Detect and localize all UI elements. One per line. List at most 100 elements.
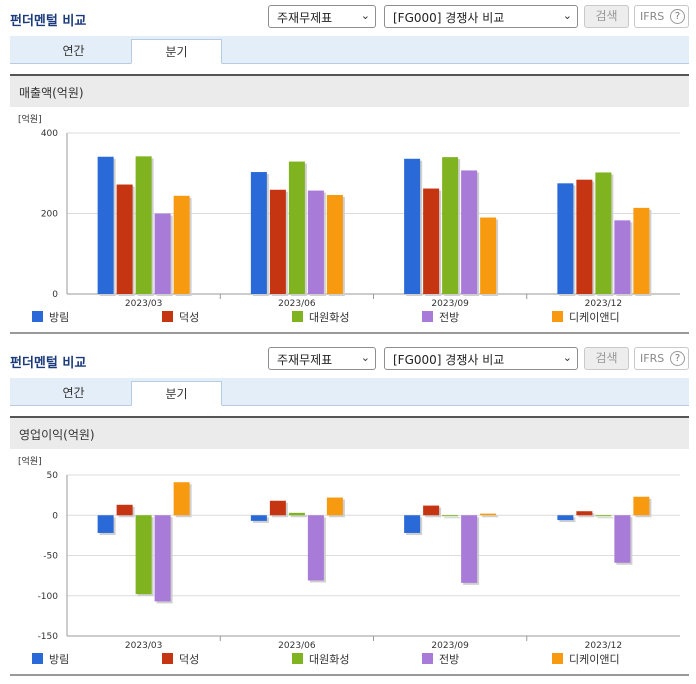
bar-전방-2023/12 [614,515,631,563]
bar-덕성-2023/12 [576,179,593,294]
bar-전방-2023/06 [307,190,324,294]
x-tick-label: 2023/03 [125,299,162,309]
panel-header: 펀더멘털 비교 주재무제표 ⌄ [FG000] 경쟁사 비교 ⌄ 검색 IFRS… [0,0,696,36]
statement-type-select[interactable]: 주재무제표 ⌄ [268,347,376,370]
legend-swatch [422,311,433,322]
bar-shadow [444,517,461,519]
period-tabs: 연간 분기 [10,378,689,406]
period-tabs: 연간 분기 [10,36,689,64]
x-tick-label: 2023/06 [278,641,316,651]
bar-shadow [482,515,499,518]
bar-방림-2023/03 [97,515,114,533]
legend-label: 대원화성 [309,311,349,324]
statement-type-value: 주재무제표 [277,353,333,367]
legend-swatch [162,653,173,664]
bar-디케이앤디-2023/09 [480,513,497,516]
bar-디케이앤디-2023/06 [326,497,343,516]
legend-swatch [292,653,303,664]
bar-전방-2023/09 [461,170,478,294]
y-tick-label: 200 [41,210,58,220]
y-tick-label: 400 [41,129,58,139]
bar-방림-2023/06 [250,172,267,294]
ifrs-label: IFRS [640,352,665,365]
panel-title: 펀더멘털 비교 [10,356,87,371]
search-button[interactable]: 검색 [584,5,629,28]
tab-quarterly[interactable]: 분기 [131,381,222,406]
bar-덕성-2023/12 [576,511,593,516]
y-tick-label: -100 [38,592,59,602]
help-icon: ? [670,9,685,24]
comparison-group-select[interactable]: [FG000] 경쟁사 비교 ⌄ [384,347,578,370]
bar-전방-2023/06 [307,515,324,581]
comparison-group-value: [FG000] 경쟁사 비교 [393,353,505,367]
ifrs-help-button[interactable]: IFRS ? [634,347,689,370]
legend-label: 덕성 [179,311,199,324]
y-tick-label: -150 [38,632,59,642]
x-tick-label: 2023/09 [431,641,469,651]
comparison-group-value: [FG000] 경쟁사 비교 [393,11,505,25]
help-icon: ? [670,351,685,366]
y-tick-label: 0 [52,511,58,521]
tab-annual[interactable]: 연간 [62,386,85,400]
chevron-down-icon: ⌄ [562,9,572,22]
unit-label: [억원] [18,113,42,125]
section-label: 영업이익(억원) [19,428,95,442]
bar-shadow [290,514,307,518]
bar-전방-2023/03 [154,515,171,602]
comparison-group-select[interactable]: [FG000] 경쟁사 비교 ⌄ [384,5,578,28]
x-tick-label: 2023/09 [431,299,469,309]
legend-label: 방림 [49,653,69,666]
bar-shadow [597,517,614,519]
search-button[interactable]: 검색 [584,347,629,370]
bar-전방-2023/09 [461,515,478,583]
bar-덕성-2023/06 [269,500,286,516]
operating-income-chart-svg: [억원] 50 0 -50 -100 -150 2023/03 2023/06 2023/09 2… [18,455,680,666]
bar-대원화성-2023/09 [442,157,459,294]
bar-디케이앤디-2023/12 [633,207,650,294]
bar-디케이앤디-2023/03 [173,195,190,294]
panel-title: 펀더멘털 비교 [10,14,87,29]
chevron-down-icon: ⌄ [360,9,370,22]
ifrs-help-button[interactable]: IFRS ? [634,5,689,28]
operating-income-chart: [억원] 50 0 -50 -100 -150 2023/03 2023/06 2023/09 2… [10,449,689,676]
y-tick-label: -50 [43,552,58,562]
chart-section-header: 영업이익(억원) [10,416,689,449]
bar-덕성-2023/03 [116,504,133,516]
legend-label: 전방 [439,653,459,666]
bar-방림-2023/12 [557,515,574,521]
legend-swatch [162,311,173,322]
unit-label: [억원] [18,455,42,467]
bar-디케이앤디-2023/03 [173,482,190,516]
x-tick-label: 2023/03 [125,641,162,651]
section-label: 매출액(억원) [19,86,84,100]
bar-대원화성-2023/06 [288,512,305,516]
statement-type-value: 주재무제표 [277,11,333,25]
bar-대원화성-2023/09 [442,515,459,517]
tab-quarterly[interactable]: 분기 [131,39,222,64]
x-tick-label: 2023/06 [278,299,316,309]
bar-대원화성-2023/12 [595,515,612,517]
chevron-down-icon: ⌄ [562,351,572,364]
y-tick-label: 0 [52,290,58,300]
x-tick-label: 2023/12 [585,299,622,309]
bar-디케이앤디-2023/09 [480,217,497,294]
bar-대원화성-2023/03 [135,515,152,595]
tab-annual[interactable]: 연간 [62,44,85,58]
y-tick-label: 50 [47,471,59,481]
bar-덕성-2023/09 [423,188,440,294]
statement-type-select[interactable]: 주재무제표 ⌄ [268,5,376,28]
legend-label: 디케이앤디 [569,653,620,666]
bar-방림-2023/06 [250,515,267,521]
legend-swatch [422,653,433,664]
bar-방림-2023/09 [404,515,421,533]
bar-전방-2023/03 [154,213,171,294]
chart-section-header: 매출액(억원) [10,74,689,107]
legend-swatch [292,311,303,322]
legend-label: 디케이앤디 [569,311,620,324]
bar-디케이앤디-2023/12 [633,496,650,516]
legend-label: 방림 [49,311,69,324]
legend-label: 대원화성 [309,653,349,666]
bar-덕성-2023/03 [116,184,133,294]
bar-방림-2023/09 [404,158,421,294]
panel-header: 펀더멘털 비교 주재무제표 ⌄ [FG000] 경쟁사 비교 ⌄ 검색 IFRS… [0,342,696,378]
